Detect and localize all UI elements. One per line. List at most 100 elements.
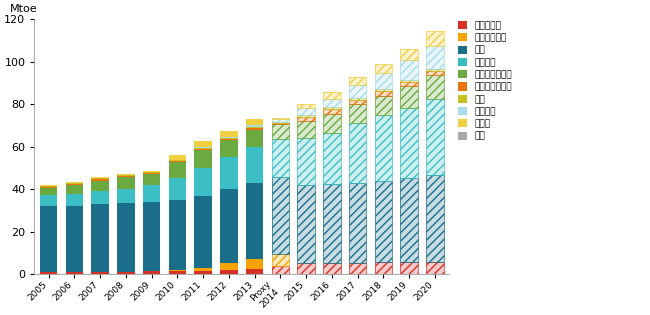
Bar (298, 263, 315, 274)
Bar (40, 195, 57, 206)
Bar (374, 89, 392, 91)
Bar (400, 60, 418, 80)
Bar (272, 118, 289, 119)
Bar (220, 189, 238, 263)
Bar (323, 263, 341, 274)
Bar (323, 107, 341, 109)
Bar (246, 129, 263, 146)
Bar (374, 262, 392, 274)
Bar (323, 92, 341, 99)
Bar (374, 115, 392, 180)
Bar (40, 206, 57, 272)
Bar (323, 114, 341, 133)
Bar (349, 85, 367, 98)
Bar (272, 139, 289, 177)
Bar (400, 49, 418, 60)
Bar (426, 75, 444, 99)
Bar (92, 204, 109, 272)
Bar (374, 64, 392, 73)
Bar (400, 82, 418, 86)
Bar (246, 146, 263, 183)
Bar (117, 203, 135, 272)
Bar (40, 272, 57, 274)
Bar (374, 115, 392, 180)
Bar (220, 137, 238, 138)
Bar (298, 108, 315, 115)
Bar (298, 263, 315, 274)
Bar (426, 46, 444, 69)
Bar (220, 139, 238, 140)
Bar (323, 114, 341, 133)
Bar (220, 131, 238, 137)
Bar (298, 138, 315, 185)
Bar (400, 262, 418, 274)
Bar (374, 89, 392, 91)
Bar (272, 119, 289, 122)
Bar (400, 178, 418, 262)
Bar (143, 174, 161, 185)
Bar (66, 183, 83, 184)
Bar (143, 173, 161, 174)
Bar (272, 119, 289, 122)
Bar (40, 188, 57, 195)
Bar (272, 266, 289, 274)
Bar (374, 73, 392, 89)
Bar (92, 191, 109, 204)
Bar (374, 95, 392, 115)
Bar (349, 183, 367, 263)
Bar (426, 31, 444, 46)
Bar (298, 104, 315, 108)
Bar (220, 140, 238, 157)
Bar (426, 175, 444, 262)
Bar (194, 197, 212, 268)
Bar (220, 263, 238, 270)
Bar (66, 272, 83, 274)
Bar (246, 127, 263, 129)
Text: Mtoe: Mtoe (10, 4, 37, 14)
Bar (143, 185, 161, 202)
Bar (272, 266, 289, 274)
Bar (298, 121, 315, 138)
Bar (92, 177, 109, 178)
Bar (400, 178, 418, 262)
Bar (426, 71, 444, 75)
Bar (349, 263, 367, 274)
Bar (349, 98, 367, 100)
Bar (272, 124, 289, 139)
Bar (323, 109, 341, 114)
Bar (143, 171, 161, 172)
Bar (246, 125, 263, 127)
Bar (323, 92, 341, 99)
Bar (349, 100, 367, 104)
Bar (323, 133, 341, 184)
Bar (220, 270, 238, 274)
Bar (426, 99, 444, 175)
Bar (168, 161, 186, 163)
Bar (66, 185, 83, 194)
Bar (323, 109, 341, 114)
Bar (426, 175, 444, 262)
Bar (246, 259, 263, 269)
Bar (194, 148, 212, 149)
Bar (374, 64, 392, 73)
Bar (349, 104, 367, 123)
Bar (323, 184, 341, 263)
Bar (194, 141, 212, 146)
Bar (194, 168, 212, 197)
Bar (374, 95, 392, 115)
Bar (220, 138, 238, 139)
Bar (298, 115, 315, 117)
Bar (426, 69, 444, 71)
Bar (374, 91, 392, 95)
Bar (298, 185, 315, 263)
Bar (194, 146, 212, 148)
Bar (349, 263, 367, 274)
Bar (298, 117, 315, 121)
Bar (298, 138, 315, 185)
Bar (298, 104, 315, 108)
Bar (117, 189, 135, 203)
Bar (349, 85, 367, 98)
Bar (298, 115, 315, 117)
Bar (272, 122, 289, 123)
Bar (66, 182, 83, 183)
